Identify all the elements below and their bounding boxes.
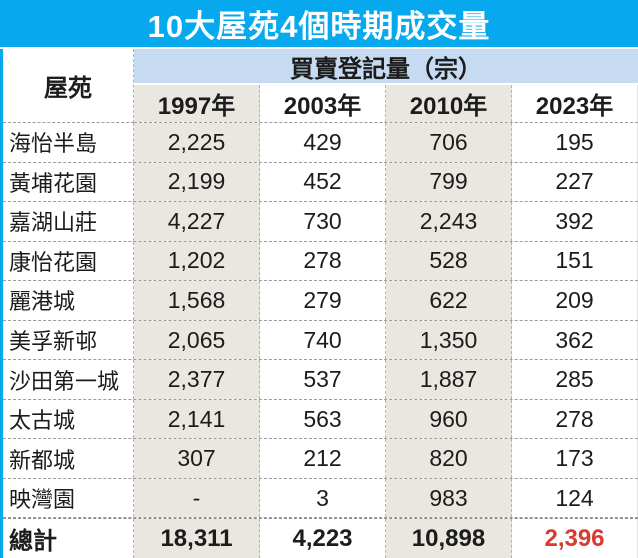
value-cell-2010: 1,887 [386,360,512,399]
value-cell-2023: 285 [512,360,638,399]
value-cell-2010: 983 [386,478,512,518]
table-row: 海怡半島 2,225 429 706 195 [3,123,638,163]
value-cell-2023: 227 [512,162,638,202]
value-cell-2023: 392 [512,202,638,241]
value-cell-2003: 279 [260,281,386,320]
value-cell-2010: 799 [386,162,512,202]
year-header-2003: 2003年 [260,85,386,122]
total-value-2003: 4,223 [260,519,386,558]
table-row: 黃埔花園 2,199 452 799 227 [3,162,638,203]
total-label-cell: 總計 [3,519,134,558]
value-cell-2023: 173 [512,439,638,478]
value-cell-2010: 960 [386,399,512,439]
year-header-2023: 2023年 [512,85,638,122]
total-value-2023-highlighted: 2,396 [512,519,638,558]
value-cell-2003: 452 [260,162,386,202]
value-cell-1997: 2,377 [134,360,260,399]
value-cell-1997: 307 [134,439,260,478]
table-row: 嘉湖山莊 4,227 730 2,243 392 [3,202,638,242]
group-header-registrations: 買賣登記量（宗） [134,49,638,85]
estate-name-cell: 黃埔花園 [3,162,134,202]
estate-name-cell: 沙田第一城 [3,360,134,399]
estate-name-cell: 太古城 [3,399,134,439]
value-cell-2010: 622 [386,281,512,320]
value-cell-1997: 4,227 [134,202,260,241]
total-value-2010: 10,898 [386,519,512,558]
value-cell-2023: 278 [512,399,638,439]
value-cell-2023: 151 [512,241,638,281]
estate-name-cell: 麗港城 [3,281,134,320]
total-row: 總計 18,311 4,223 10,898 2,396 [3,518,638,558]
table-row: 太古城 2,141 563 960 278 [3,399,638,440]
estate-name-cell: 映灣園 [3,478,134,518]
page-title: 10大屋苑4個時期成交量 [0,0,638,47]
value-cell-1997: 1,568 [134,281,260,320]
value-cell-2023: 195 [512,123,638,162]
table-row: 沙田第一城 2,377 537 1,887 285 [3,360,638,400]
table-row: 美孚新邨 2,065 740 1,350 362 [3,320,638,361]
value-cell-2010: 820 [386,439,512,478]
estate-name-cell: 美孚新邨 [3,320,134,360]
value-cell-2010: 1,350 [386,320,512,360]
value-cell-2003: 212 [260,439,386,478]
value-cell-1997: 1,202 [134,241,260,281]
value-cell-1997: 2,141 [134,399,260,439]
value-cell-2010: 528 [386,241,512,281]
table-row: 新都城 307 212 820 173 [3,439,638,479]
table-row: 映灣園 - 3 983 124 [3,478,638,519]
value-cell-1997: - [134,478,260,518]
estate-name-cell: 康怡花園 [3,241,134,281]
value-cell-1997: 2,225 [134,123,260,162]
value-cell-2003: 740 [260,320,386,360]
value-cell-2010: 706 [386,123,512,162]
total-value-1997: 18,311 [134,519,260,558]
table-row: 康怡花園 1,202 278 528 151 [3,241,638,282]
value-cell-2003: 278 [260,241,386,281]
corner-header-estate: 屋苑 [3,49,134,123]
table-row: 麗港城 1,568 279 622 209 [3,281,638,321]
header-right: 買賣登記量（宗） 1997年 2003年 2010年 2023年 [134,49,638,123]
year-header-2010: 2010年 [386,85,512,122]
value-cell-2010: 2,243 [386,202,512,241]
year-header-1997: 1997年 [134,85,260,122]
table-header: 屋苑 買賣登記量（宗） 1997年 2003年 2010年 2023年 [3,49,638,123]
estate-name-cell: 海怡半島 [3,123,134,162]
value-cell-2023: 209 [512,281,638,320]
transactions-table: 屋苑 買賣登記量（宗） 1997年 2003年 2010年 2023年 海怡半島… [0,49,638,558]
estate-name-cell: 新都城 [3,439,134,478]
value-cell-2023: 124 [512,478,638,518]
year-header-row: 1997年 2003年 2010年 2023年 [134,85,638,123]
value-cell-2003: 537 [260,360,386,399]
value-cell-2003: 563 [260,399,386,439]
estate-name-cell: 嘉湖山莊 [3,202,134,241]
value-cell-1997: 2,065 [134,320,260,360]
value-cell-2023: 362 [512,320,638,360]
value-cell-1997: 2,199 [134,162,260,202]
value-cell-2003: 429 [260,123,386,162]
value-cell-2003: 730 [260,202,386,241]
value-cell-2003: 3 [260,478,386,518]
